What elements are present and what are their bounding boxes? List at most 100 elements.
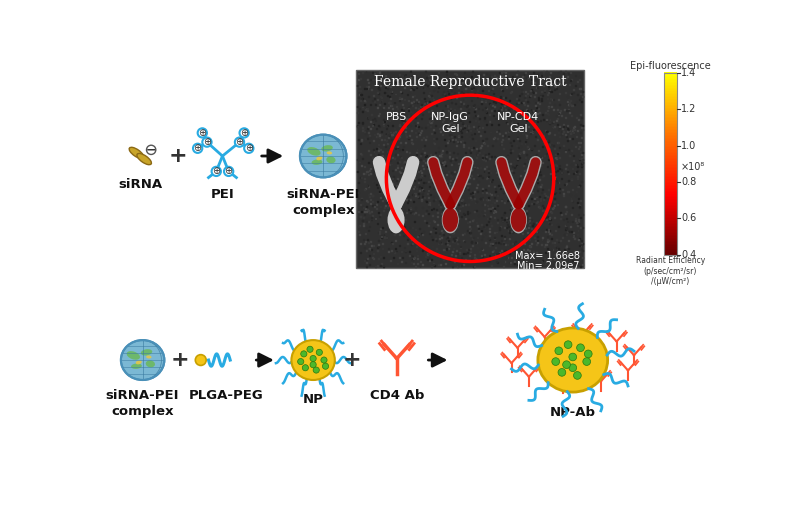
Point: [366, 116, 378, 124]
Point: [491, 77, 504, 86]
Point: [447, 137, 460, 146]
Point: [357, 213, 370, 222]
Point: [506, 169, 519, 177]
Bar: [664, 156, 677, 157]
Bar: [664, 162, 677, 164]
Point: [478, 75, 491, 83]
Point: [534, 92, 546, 100]
Point: [522, 262, 534, 271]
Bar: [664, 197, 677, 199]
Bar: [664, 204, 677, 206]
Point: [505, 247, 518, 255]
Point: [576, 239, 589, 248]
Point: [371, 88, 384, 96]
Point: [398, 180, 410, 188]
Point: [574, 90, 586, 98]
Point: [493, 81, 506, 90]
Point: [526, 229, 538, 238]
Point: [543, 85, 556, 93]
Ellipse shape: [137, 154, 151, 165]
Point: [530, 186, 543, 195]
Bar: [664, 91, 677, 93]
Point: [443, 207, 456, 216]
Point: [413, 224, 426, 233]
Point: [439, 169, 452, 178]
Point: [464, 169, 477, 177]
Point: [543, 130, 556, 138]
Point: [485, 128, 498, 136]
Point: [547, 163, 560, 171]
Point: [486, 246, 499, 254]
Point: [446, 148, 459, 157]
Point: [553, 123, 566, 132]
Point: [510, 210, 523, 219]
Point: [410, 148, 423, 156]
Point: [418, 94, 430, 103]
Point: [533, 108, 546, 117]
Point: [410, 155, 422, 163]
Point: [390, 172, 403, 181]
Point: [375, 77, 388, 86]
Point: [453, 123, 466, 132]
Point: [361, 202, 374, 211]
Point: [398, 157, 411, 166]
Point: [560, 107, 573, 115]
Point: [354, 139, 366, 148]
Point: [451, 112, 464, 120]
Point: [494, 249, 506, 257]
Point: [559, 202, 572, 211]
Point: [398, 142, 410, 151]
Point: [418, 193, 430, 201]
Point: [546, 123, 559, 132]
Point: [383, 108, 396, 117]
Text: 1.0: 1.0: [682, 140, 697, 151]
Point: [531, 98, 544, 107]
Point: [570, 170, 582, 179]
Point: [496, 183, 509, 191]
Point: [418, 179, 430, 187]
Point: [551, 245, 564, 253]
Point: [527, 199, 540, 208]
Point: [518, 214, 530, 222]
Point: [570, 262, 582, 271]
Point: [511, 67, 524, 76]
Bar: [664, 73, 677, 74]
Point: [474, 172, 486, 180]
Point: [387, 174, 400, 182]
Point: [494, 236, 507, 245]
Point: [364, 195, 377, 204]
Point: [570, 160, 582, 169]
Point: [543, 145, 556, 153]
Bar: [664, 92, 677, 94]
Point: [483, 71, 496, 80]
Point: [379, 89, 392, 97]
Point: [372, 144, 385, 152]
Point: [498, 101, 511, 110]
Point: [463, 75, 476, 83]
Point: [398, 71, 410, 80]
Point: [420, 73, 433, 82]
Point: [390, 143, 403, 151]
Point: [514, 126, 527, 134]
Point: [406, 255, 419, 263]
Point: [429, 76, 442, 85]
Point: [543, 119, 556, 127]
Point: [470, 126, 483, 134]
Point: [537, 76, 550, 85]
Bar: [664, 154, 677, 156]
Ellipse shape: [129, 147, 144, 158]
Point: [476, 180, 489, 189]
Point: [404, 209, 417, 217]
Point: [558, 134, 571, 142]
Point: [521, 111, 534, 119]
Point: [490, 207, 502, 215]
Point: [448, 72, 461, 81]
Point: [518, 70, 530, 78]
Point: [450, 174, 462, 183]
Point: [410, 81, 423, 90]
Point: [554, 81, 567, 89]
Point: [367, 91, 380, 99]
Bar: [664, 115, 677, 117]
Point: [462, 152, 474, 161]
Point: [383, 161, 396, 169]
